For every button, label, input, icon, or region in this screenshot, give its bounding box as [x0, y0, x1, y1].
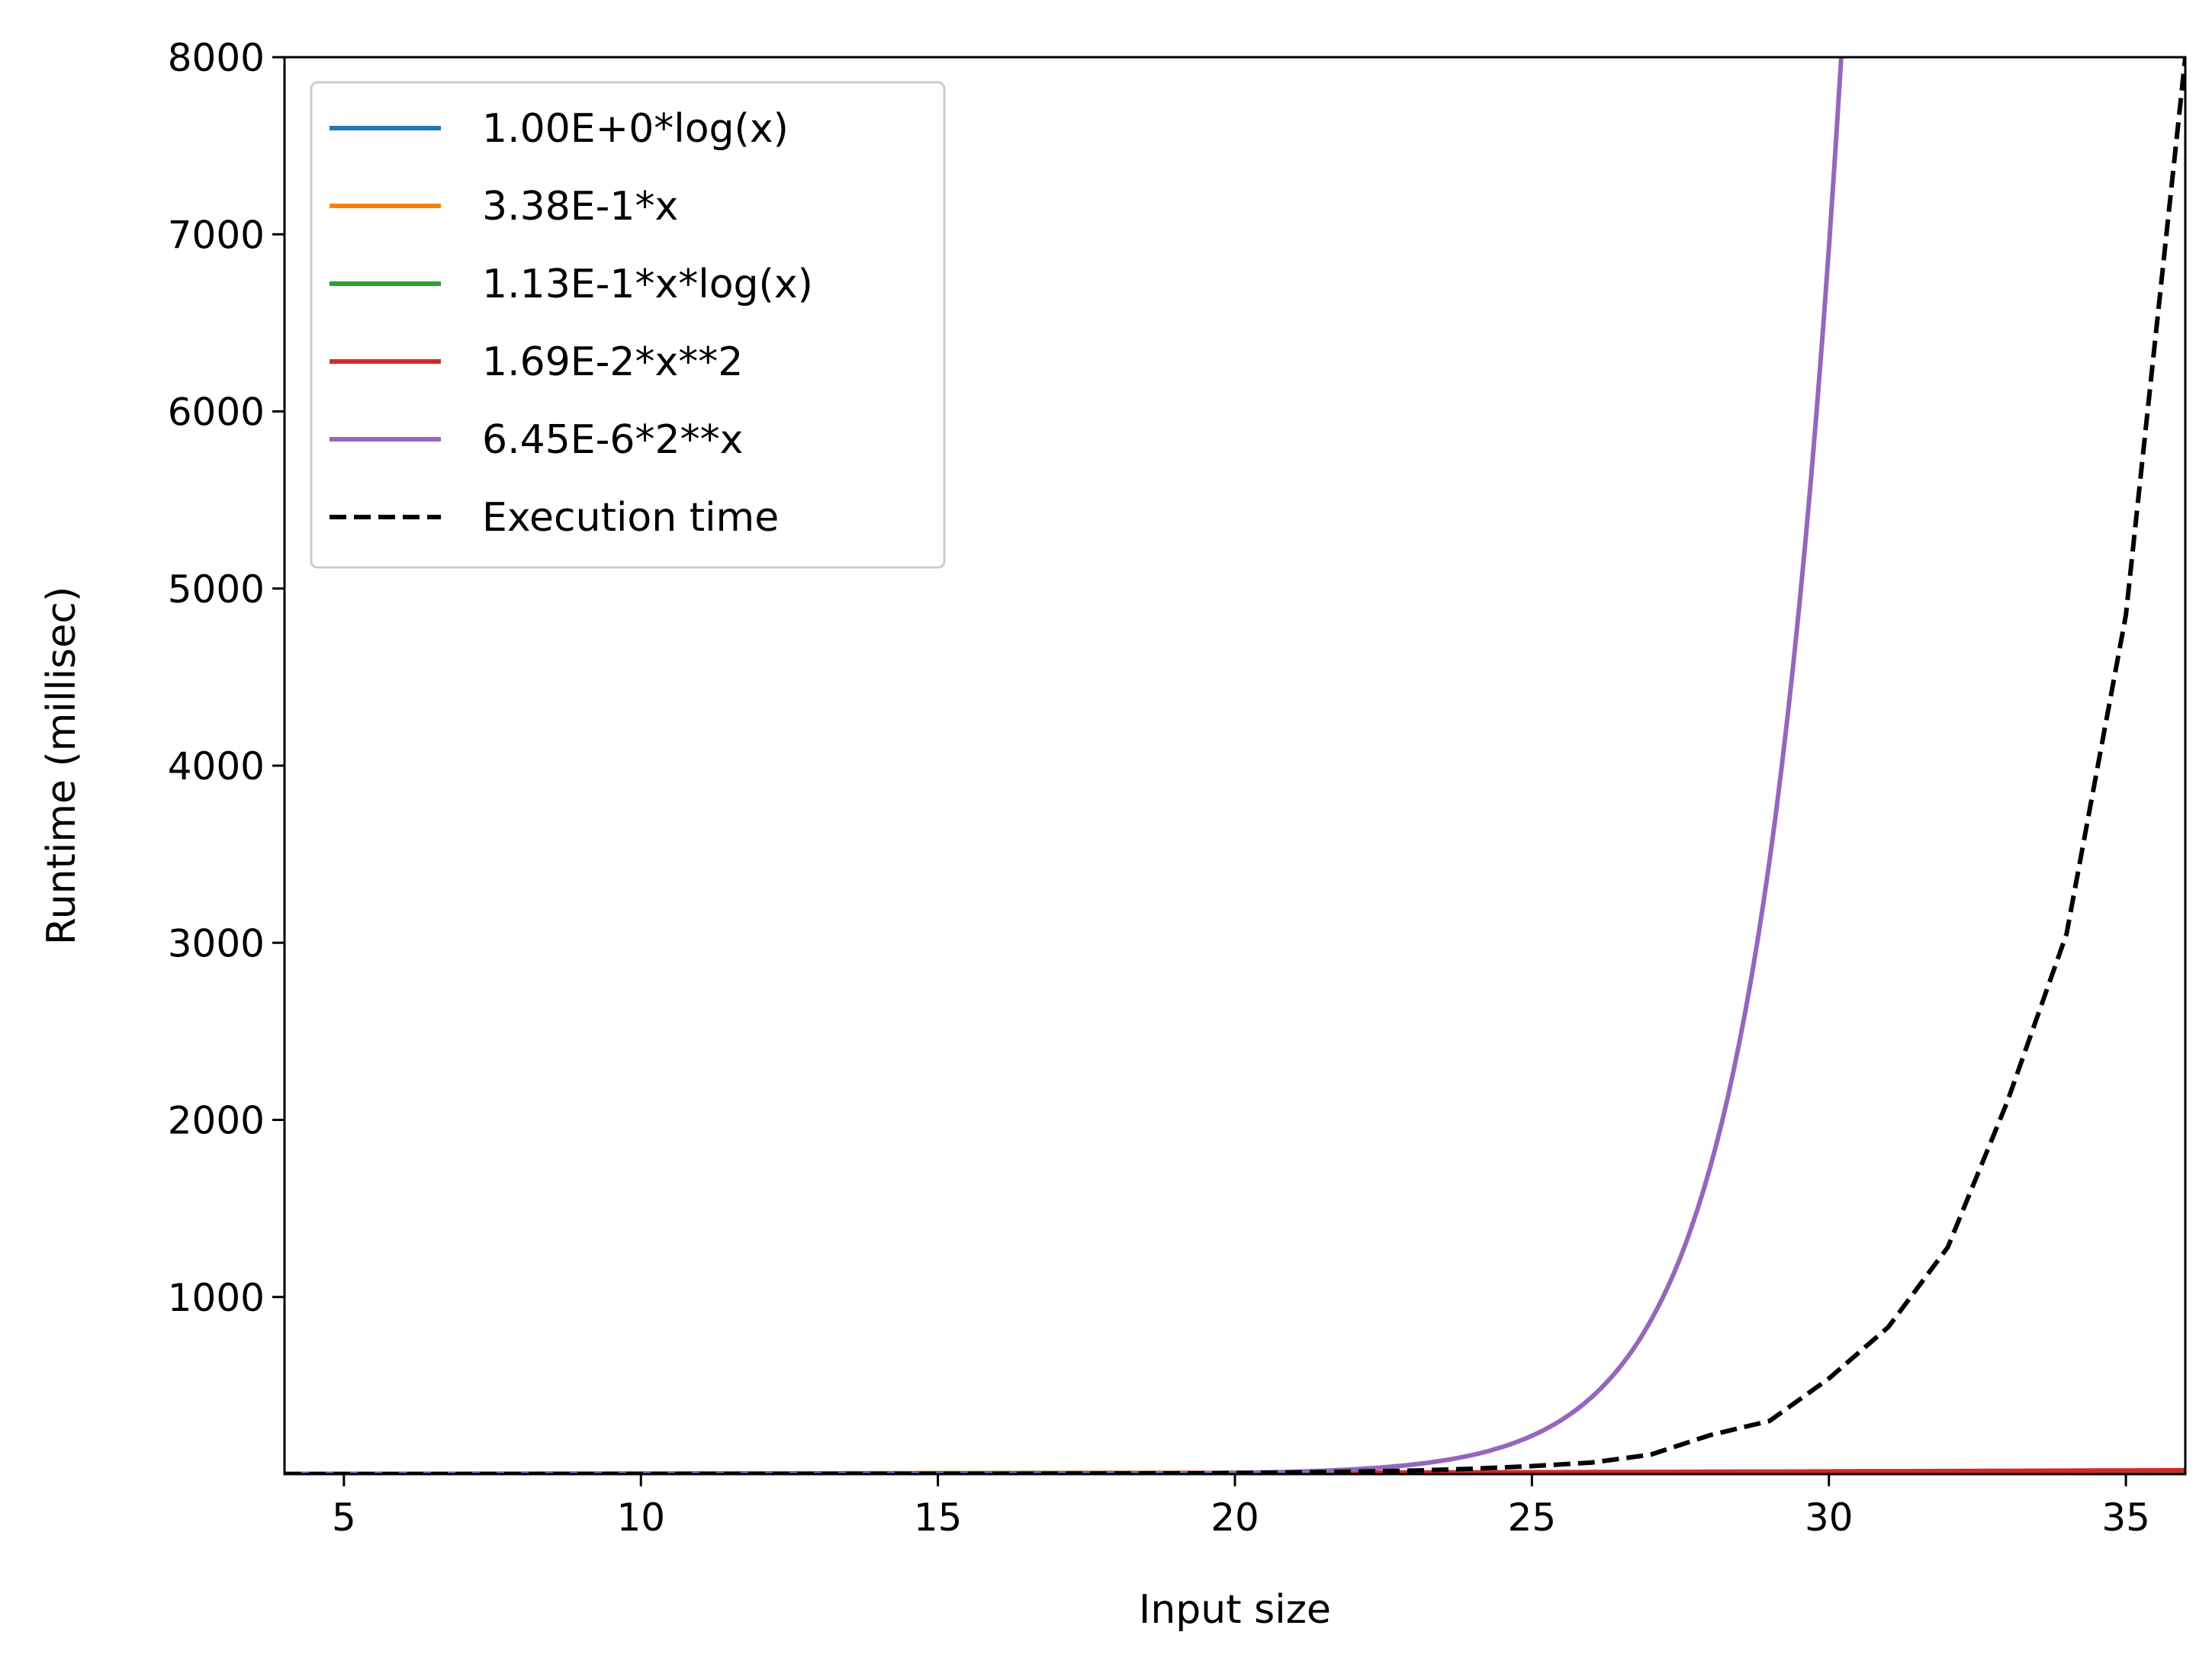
legend-box — [310, 81, 946, 569]
y-tick-label: 5000 — [168, 567, 265, 612]
legend-label: Execution time — [482, 495, 779, 541]
x-tick-label: 35 — [2101, 1495, 2150, 1540]
y-tick-label: 8000 — [168, 36, 265, 80]
series-line — [285, 57, 1844, 1474]
legend-label: 1.69E-2*x**2 — [482, 339, 743, 385]
x-tick-label: 30 — [1805, 1495, 1854, 1540]
y-tick-label: 6000 — [168, 390, 265, 435]
x-tick-label: 15 — [914, 1495, 963, 1540]
x-tick-label: 20 — [1210, 1495, 1259, 1540]
series-line — [285, 57, 2185, 1474]
y-axis: 1000 2000 3000 4000 5000 6000 7000 8000 — [168, 36, 285, 1320]
x-axis-title: Input size — [1139, 1587, 1331, 1633]
legend-label: 1.13E-1*x*log(x) — [482, 262, 813, 307]
x-axis: 5 10 15 20 25 30 35 — [332, 1474, 2150, 1540]
legend-label: 1.00E+0*log(x) — [482, 106, 789, 152]
legend-label: 6.45E-6*2**x — [482, 417, 743, 463]
y-axis-title: Runtime (millisec) — [39, 586, 85, 945]
x-tick-label: 5 — [332, 1495, 356, 1540]
y-tick-label: 3000 — [168, 921, 265, 965]
legend: 1.00E+0*log(x) 3.38E-1*x 1.13E-1*x*log(x) 1… — [310, 81, 946, 569]
y-tick-label: 2000 — [168, 1099, 265, 1143]
y-tick-label: 7000 — [168, 213, 265, 257]
y-tick-label: 1000 — [168, 1276, 265, 1320]
x-tick-label: 25 — [1508, 1495, 1557, 1540]
y-tick-label: 4000 — [168, 744, 265, 789]
legend-label: 3.38E-1*x — [482, 184, 678, 230]
x-tick-label: 10 — [616, 1495, 665, 1540]
